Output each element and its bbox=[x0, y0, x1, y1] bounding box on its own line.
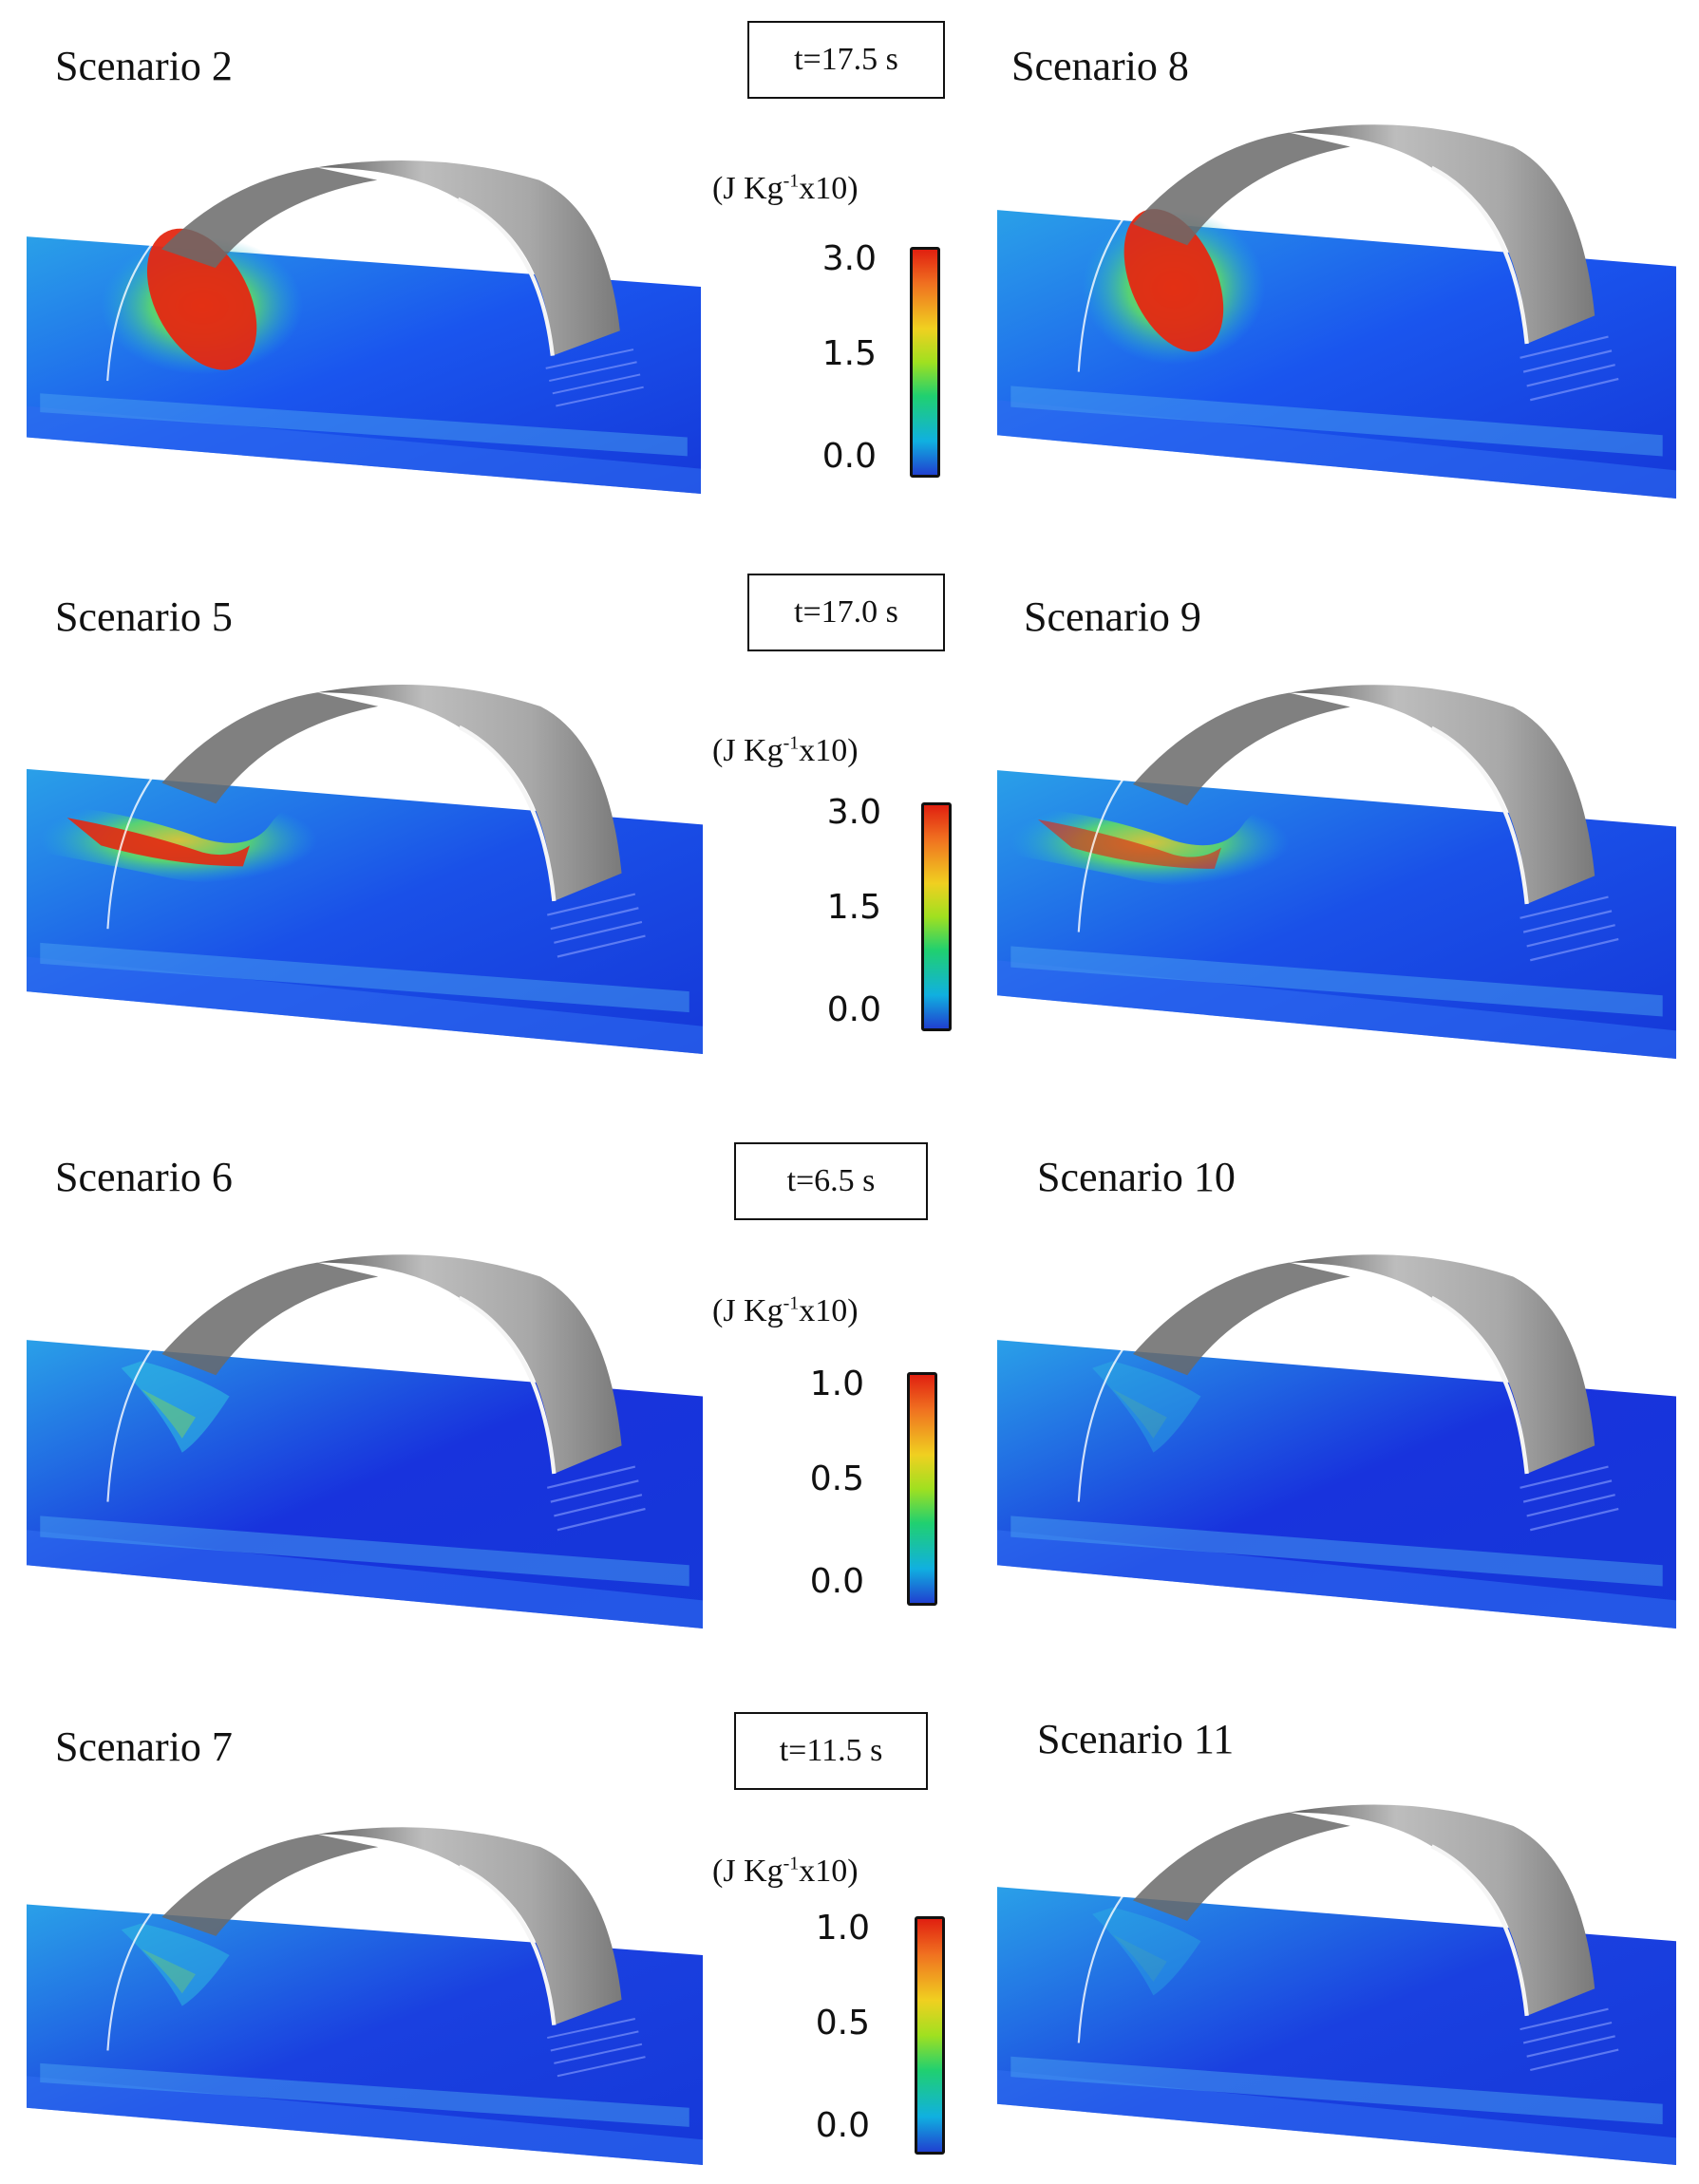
render-scenario-6 bbox=[27, 1234, 703, 1629]
scenario-2-label: Scenario 2 bbox=[55, 43, 233, 89]
render-scenario-7 bbox=[27, 1809, 703, 2165]
scenario-6-label: Scenario 6 bbox=[55, 1154, 233, 1200]
time-box-row-2: t=17.0 s bbox=[747, 574, 945, 651]
unit-label-row-1: (J Kg-1x10) bbox=[712, 170, 859, 206]
scale-mid-row-1: 1.5 bbox=[821, 334, 877, 373]
scenario-5-label: Scenario 5 bbox=[55, 593, 233, 640]
simulation-scene bbox=[27, 160, 701, 494]
time-box-row-3: t=6.5 s bbox=[734, 1142, 928, 1220]
scale-min-row-3: 0.0 bbox=[809, 1562, 864, 1601]
scale-max-row-1: 3.0 bbox=[821, 239, 877, 278]
simulation-scene bbox=[27, 1254, 703, 1629]
scale-mid-row-4: 0.5 bbox=[815, 2004, 870, 2043]
simulation-scene bbox=[997, 1254, 1676, 1629]
render-scenario-8 bbox=[997, 104, 1676, 499]
scale-min-row-2: 0.0 bbox=[826, 990, 881, 1029]
render-scenario-11 bbox=[997, 1785, 1676, 2165]
simulation-scene bbox=[27, 685, 703, 1054]
colorbar-row-1 bbox=[910, 247, 940, 478]
colorbar-row-3 bbox=[907, 1372, 937, 1606]
render-scenario-10 bbox=[997, 1234, 1676, 1629]
scale-max-row-3: 1.0 bbox=[809, 1365, 864, 1403]
render-scenario-9 bbox=[997, 665, 1676, 1059]
scenario-11-label: Scenario 11 bbox=[1037, 1716, 1235, 1762]
render-scenario-2 bbox=[27, 142, 701, 494]
scale-max-row-2: 3.0 bbox=[826, 793, 881, 832]
simulation-scene bbox=[997, 1804, 1676, 2165]
scale-mid-row-3: 0.5 bbox=[809, 1459, 864, 1498]
scale-min-row-1: 0.0 bbox=[821, 437, 877, 476]
scenario-7-label: Scenario 7 bbox=[55, 1723, 233, 1770]
scenario-10-label: Scenario 10 bbox=[1037, 1154, 1236, 1200]
simulation-scene bbox=[27, 1827, 703, 2165]
time-box-row-4: t=11.5 s bbox=[734, 1712, 928, 1790]
unit-label-row-2: (J Kg-1x10) bbox=[712, 732, 859, 768]
colorbar-row-2 bbox=[921, 802, 952, 1031]
unit-label-row-3: (J Kg-1x10) bbox=[712, 1292, 859, 1328]
scale-min-row-4: 0.0 bbox=[815, 2106, 870, 2145]
simulation-scene bbox=[997, 124, 1676, 499]
scale-max-row-4: 1.0 bbox=[815, 1909, 870, 1948]
scenario-8-label: Scenario 8 bbox=[1011, 43, 1189, 89]
colorbar-row-4 bbox=[915, 1916, 945, 2155]
render-scenario-5 bbox=[27, 665, 703, 1054]
simulation-scene bbox=[997, 685, 1676, 1059]
unit-label-row-4: (J Kg-1x10) bbox=[712, 1853, 859, 1889]
scenario-9-label: Scenario 9 bbox=[1024, 593, 1201, 640]
time-box-row-1: t=17.5 s bbox=[747, 21, 945, 99]
scale-mid-row-2: 1.5 bbox=[826, 888, 881, 927]
